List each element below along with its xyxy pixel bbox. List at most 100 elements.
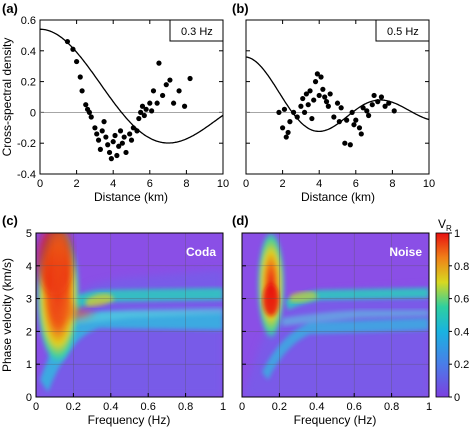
- panel-d: Noise 0 0.2 0.4 0.6 0.8 1 Frequency (Hz): [239, 232, 432, 427]
- data-point: [110, 139, 116, 145]
- plot-frame-c: [35, 232, 224, 398]
- data-point: [323, 99, 330, 105]
- data-point: [160, 92, 166, 99]
- data-point: [99, 128, 105, 134]
- x-axis-label-c: Frequency (Hz): [88, 413, 171, 427]
- y-tick-label: 4: [26, 261, 32, 273]
- colorbar-label: VR: [438, 217, 452, 233]
- data-point: [92, 125, 98, 131]
- data-point: [149, 108, 155, 114]
- colorbar-tick-label: 1: [454, 228, 460, 240]
- data-point: [64, 38, 71, 45]
- panel-label-b: (b): [232, 1, 249, 16]
- colorbar-tick-label: 0: [454, 392, 460, 404]
- data-point: [170, 100, 177, 106]
- data-point: [386, 100, 392, 106]
- data-point: [375, 99, 381, 105]
- data-point: [139, 103, 146, 109]
- data-point: [344, 117, 350, 123]
- data-point: [305, 102, 311, 108]
- data-point: [79, 88, 85, 94]
- data-point: [130, 125, 136, 131]
- data-point: [338, 105, 344, 111]
- x-tick-label: 1: [220, 401, 226, 413]
- data-point: [138, 109, 144, 115]
- data-point: [150, 88, 157, 94]
- x-tick-label: 8: [183, 178, 189, 190]
- x-tick-label: 6: [147, 178, 153, 190]
- data-point: [364, 108, 370, 114]
- x-tick-label: 0: [37, 178, 43, 190]
- data-point: [303, 91, 309, 97]
- model-curve-b: [245, 56, 430, 133]
- data-point: [285, 129, 291, 136]
- x-axis-label-b: Distance (km): [301, 190, 375, 204]
- data-point: [70, 46, 76, 52]
- tag-noise: Noise: [389, 245, 422, 259]
- curve-c-fundamental: [68, 288, 223, 310]
- y-tick-label: 0: [26, 392, 32, 404]
- data-point: [353, 117, 359, 123]
- data-point: [349, 109, 355, 115]
- colorbar-tick-label: 0.4: [454, 326, 469, 338]
- data-point: [119, 140, 125, 146]
- colorbar-tick-label: 0.6: [454, 294, 469, 306]
- y-tick-label: 5: [26, 228, 32, 240]
- data-point: [311, 97, 317, 103]
- y-tick-label: 0.6: [21, 15, 36, 27]
- tag-coda: Coda: [186, 245, 216, 259]
- data-point: [287, 119, 293, 125]
- data-point: [117, 128, 124, 134]
- data-point: [356, 125, 363, 131]
- data-point: [181, 103, 188, 109]
- data-point: [342, 140, 348, 146]
- data-point: [307, 88, 313, 94]
- y-axis-label-c: Phase velocity (km/s): [0, 258, 14, 372]
- data-point: [106, 149, 113, 156]
- data-point: [334, 100, 341, 106]
- data-point: [74, 58, 80, 65]
- data-point: [358, 131, 364, 137]
- data-point: [391, 108, 397, 114]
- x-tick-label: 0.6: [347, 401, 362, 413]
- x-tick-label: 0.2: [272, 401, 287, 413]
- data-point: [322, 94, 328, 100]
- colorbar-tick-label: 0.2: [454, 359, 469, 371]
- panel-a: 0 2 4 6 8 10 -0.4 -0.2 0 0.2 0.4 0.6 0.3 Hz Distanc…: [0, 15, 229, 204]
- data-point: [176, 88, 182, 94]
- data-point: [83, 102, 89, 108]
- data-point: [281, 106, 288, 112]
- data-point: [301, 109, 308, 115]
- curve-d-fundamental: [285, 288, 429, 310]
- data-point: [298, 103, 304, 109]
- colorbar-gradient: [435, 232, 450, 398]
- x-tick-label: 4: [316, 178, 322, 190]
- data-point: [147, 100, 153, 106]
- plot-frame-a: [39, 19, 224, 175]
- data-point: [116, 143, 122, 149]
- y-tick-label: 1: [26, 359, 32, 371]
- plot-frame-b: [245, 19, 430, 175]
- data-point: [280, 125, 286, 131]
- data-point: [103, 134, 109, 140]
- data-point: [276, 109, 282, 115]
- x-tick-label: 2: [74, 178, 80, 190]
- data-point: [314, 71, 320, 77]
- data-point: [294, 114, 300, 120]
- x-axis-label-d: Frequency (Hz): [294, 413, 377, 427]
- data-point: [156, 60, 162, 66]
- data-point: [77, 74, 83, 80]
- y-tick-label: -0.4: [17, 169, 36, 181]
- data-point: [143, 106, 149, 112]
- y-axis-label-a: Cross-spectral density: [0, 38, 14, 157]
- data-point: [134, 128, 140, 134]
- x-tick-label: 2: [280, 178, 286, 190]
- data-point: [351, 122, 357, 128]
- plot-frame-d: [241, 232, 430, 398]
- data-point: [127, 131, 133, 137]
- data-point: [167, 77, 173, 83]
- data-point: [128, 137, 135, 143]
- data-point: [371, 92, 377, 99]
- data-point: [360, 105, 366, 111]
